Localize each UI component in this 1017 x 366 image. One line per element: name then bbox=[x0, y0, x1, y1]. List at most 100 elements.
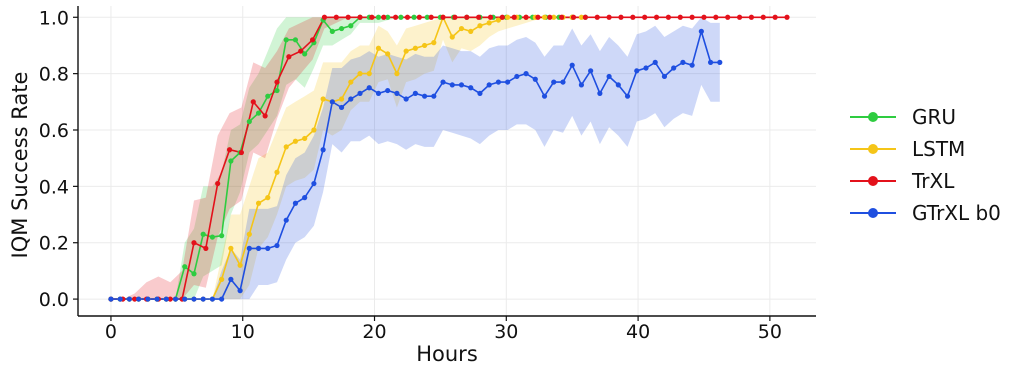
point-gtrxl-b0 bbox=[532, 76, 538, 82]
point-gtrxl-b0 bbox=[182, 296, 188, 302]
point-trxl bbox=[570, 14, 577, 20]
point-gtrxl-b0 bbox=[412, 90, 418, 96]
point-gtrxl-b0 bbox=[302, 195, 308, 201]
legend-item-lstm: LSTM bbox=[850, 137, 965, 161]
legend-item-gtrxl-b0: GTrXL b0 bbox=[850, 201, 1001, 225]
point-gtrxl-b0 bbox=[634, 68, 640, 74]
point-lstm bbox=[477, 23, 483, 29]
point-lstm bbox=[431, 40, 437, 46]
x-tick-label: 30 bbox=[494, 321, 518, 343]
point-gtrxl-b0 bbox=[154, 296, 160, 302]
point-gru bbox=[200, 231, 206, 237]
point-gtrxl-b0 bbox=[468, 85, 474, 91]
point-gtrxl-b0 bbox=[440, 79, 446, 85]
point-gtrxl-b0 bbox=[597, 90, 603, 96]
point-gtrxl-b0 bbox=[458, 82, 465, 88]
point-trxl bbox=[250, 99, 256, 105]
point-gtrxl-b0 bbox=[514, 73, 520, 80]
point-trxl bbox=[274, 79, 280, 85]
point-gru bbox=[292, 37, 299, 43]
point-trxl bbox=[606, 14, 612, 20]
point-gtrxl-b0 bbox=[643, 65, 649, 71]
point-trxl bbox=[440, 14, 446, 20]
point-gtrxl-b0 bbox=[707, 59, 714, 65]
axes bbox=[77, 6, 816, 317]
point-trxl bbox=[713, 14, 719, 20]
point-trxl bbox=[262, 113, 268, 119]
point-trxl bbox=[393, 14, 399, 20]
point-trxl bbox=[286, 54, 292, 60]
x-tick-label: 0 bbox=[105, 321, 117, 343]
series-points bbox=[108, 14, 790, 302]
point-gru bbox=[424, 14, 430, 20]
point-trxl bbox=[725, 14, 731, 20]
point-gtrxl-b0 bbox=[449, 82, 455, 88]
point-gru bbox=[182, 264, 188, 270]
band-trxl bbox=[110, 17, 787, 300]
point-lstm bbox=[274, 169, 280, 175]
point-gru bbox=[302, 51, 308, 57]
point-gtrxl-b0 bbox=[163, 296, 169, 302]
point-gtrxl-b0 bbox=[569, 62, 575, 68]
point-gtrxl-b0 bbox=[237, 288, 243, 294]
point-gru bbox=[375, 14, 382, 20]
point-gtrxl-b0 bbox=[403, 96, 409, 102]
legend: GRU LSTM TrXL GTrXL b0 bbox=[850, 105, 1001, 225]
legend-marker-gtrxl-b0 bbox=[868, 208, 878, 218]
point-trxl bbox=[535, 14, 541, 20]
point-trxl bbox=[404, 14, 411, 20]
point-gtrxl-b0 bbox=[172, 296, 179, 302]
point-gtrxl-b0 bbox=[689, 62, 695, 68]
point-trxl bbox=[594, 14, 600, 20]
point-gru bbox=[329, 28, 335, 34]
point-trxl bbox=[677, 14, 683, 20]
point-gtrxl-b0 bbox=[680, 59, 686, 65]
point-gtrxl-b0 bbox=[274, 242, 280, 249]
y-axis-label: IQM Success Rate bbox=[8, 72, 32, 259]
point-trxl bbox=[238, 149, 245, 156]
band-gtrxl-b0 bbox=[110, 17, 720, 300]
point-lstm bbox=[357, 71, 363, 77]
point-lstm bbox=[403, 48, 409, 54]
point-lstm bbox=[578, 14, 585, 20]
point-gtrxl-b0 bbox=[560, 79, 566, 85]
point-trxl bbox=[464, 14, 470, 20]
point-trxl bbox=[345, 14, 351, 20]
point-trxl bbox=[642, 14, 648, 20]
point-gtrxl-b0 bbox=[366, 85, 372, 91]
point-lstm bbox=[468, 28, 474, 34]
band-lstm bbox=[110, 17, 582, 300]
point-gtrxl-b0 bbox=[265, 245, 271, 251]
point-lstm bbox=[541, 14, 548, 20]
point-gtrxl-b0 bbox=[606, 73, 612, 80]
point-gru bbox=[228, 158, 234, 164]
point-trxl bbox=[369, 14, 375, 20]
point-trxl bbox=[618, 14, 624, 20]
point-lstm bbox=[228, 245, 234, 251]
point-gtrxl-b0 bbox=[615, 82, 621, 88]
point-trxl bbox=[309, 37, 316, 43]
point-gtrxl-b0 bbox=[661, 73, 668, 80]
point-trxl bbox=[748, 14, 755, 20]
point-gru bbox=[283, 37, 289, 43]
point-lstm bbox=[458, 25, 465, 32]
point-gtrxl-b0 bbox=[117, 296, 123, 302]
point-gru bbox=[255, 110, 262, 116]
confidence-bands bbox=[110, 17, 787, 300]
point-trxl bbox=[582, 14, 588, 20]
point-lstm bbox=[311, 127, 317, 133]
point-trxl bbox=[191, 240, 197, 246]
point-gtrxl-b0 bbox=[126, 296, 132, 302]
point-gtrxl-b0 bbox=[421, 93, 428, 99]
point-gtrxl-b0 bbox=[505, 79, 511, 85]
point-trxl bbox=[321, 14, 328, 20]
point-lstm bbox=[421, 42, 428, 49]
point-trxl bbox=[428, 14, 434, 20]
y-tick-label: 1.0 bbox=[39, 7, 69, 29]
point-gtrxl-b0 bbox=[624, 93, 631, 99]
point-trxl bbox=[333, 14, 339, 20]
point-trxl bbox=[772, 14, 778, 20]
y-tick-label: 0.8 bbox=[39, 64, 69, 86]
y-tick-label: 0.2 bbox=[39, 233, 69, 255]
